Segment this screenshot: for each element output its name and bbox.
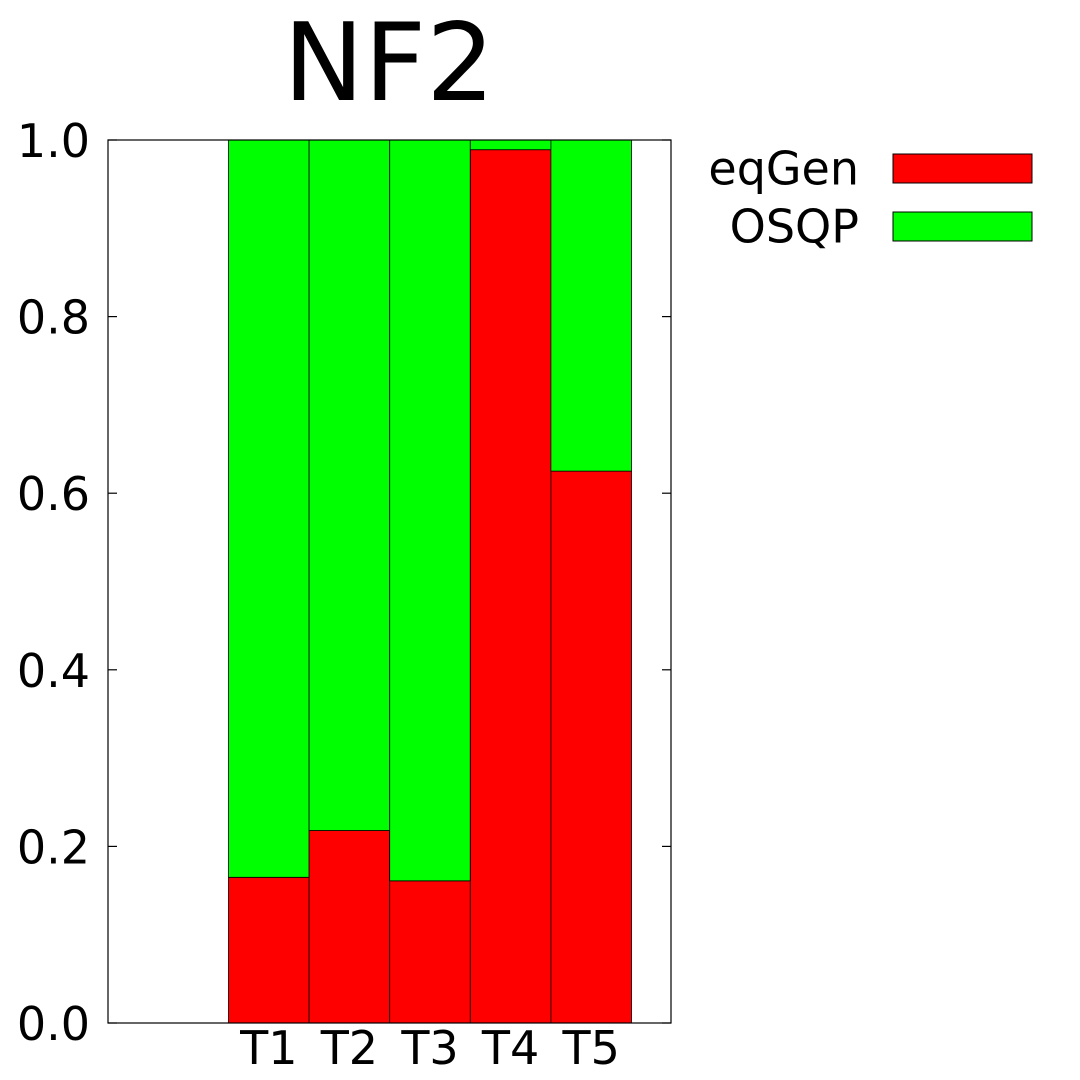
x-tick-label: T4: [481, 1021, 539, 1075]
x-tick-label: T5: [562, 1021, 620, 1075]
y-tick-label: 0.6: [17, 467, 90, 521]
legend-label: eqGen: [708, 142, 859, 196]
bar-osqp-t4: [469, 139, 552, 151]
legend-label: OSQP: [730, 200, 859, 254]
bar-osqp-t2: [308, 139, 391, 831]
bar-eqgen-t3: [389, 880, 471, 1024]
chart-title: NF2: [283, 1, 495, 126]
y-tick-label: 0.4: [17, 644, 90, 698]
bar-eqgen-t4: [469, 149, 552, 1024]
x-axis: T1 T2 T3 T4 T5: [239, 1021, 620, 1075]
x-tick-label: T3: [400, 1021, 458, 1075]
y-tick-label: 0.2: [17, 820, 90, 874]
y-tick-label: 0.8: [17, 291, 90, 345]
x-tick-label: T1: [239, 1021, 297, 1075]
bar-osqp-t3: [389, 139, 471, 882]
legend-swatch-osqp: [892, 211, 1033, 242]
bar-group: [228, 139, 632, 1024]
y-axis: 0.0 0.2 0.4 0.6 0.8 1.0: [17, 114, 671, 1051]
y-tick-label: 0.0: [17, 997, 90, 1051]
legend-swatch-eqgen: [892, 153, 1033, 184]
x-tick-label: T2: [320, 1021, 378, 1075]
bar-osqp-t5: [550, 139, 632, 472]
bar-eqgen-t1: [228, 876, 310, 1024]
plot-frame: [107, 139, 672, 1024]
bar-eqgen-t5: [550, 470, 632, 1024]
bar-osqp-t1: [228, 139, 310, 878]
y-tick-label: 1.0: [17, 114, 90, 168]
bar-eqgen-t2: [308, 830, 391, 1024]
